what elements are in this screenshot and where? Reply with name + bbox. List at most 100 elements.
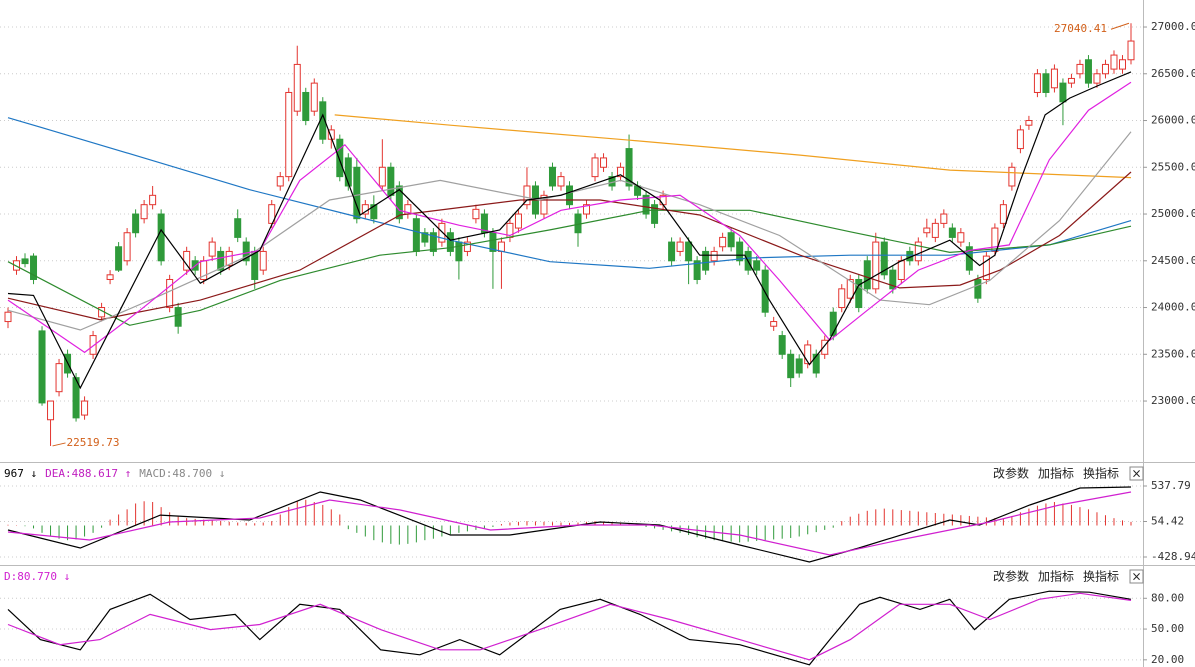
candle-body xyxy=(923,227,931,234)
indicator-line xyxy=(7,81,1132,354)
candle-body xyxy=(931,222,939,238)
panel-button[interactable]: 加指标 xyxy=(1038,569,1074,584)
candle-body xyxy=(412,218,420,252)
candle-body xyxy=(548,166,556,187)
close-button[interactable]: × xyxy=(1131,570,1141,584)
close-button-box[interactable] xyxy=(1129,569,1144,584)
candle-body xyxy=(1127,40,1135,61)
y-tick-label: 537.79 xyxy=(1151,479,1191,492)
y-tick-label: 26000.0 xyxy=(1151,114,1195,127)
candle-body xyxy=(242,241,250,262)
candle-body xyxy=(540,194,548,215)
candle-body xyxy=(753,260,761,271)
candle-body xyxy=(1093,73,1101,84)
candle-body xyxy=(702,250,710,271)
candle-body xyxy=(982,255,990,280)
candle-body xyxy=(344,157,352,187)
candle-body xyxy=(642,194,650,215)
candle-body xyxy=(600,157,608,168)
candle-body xyxy=(566,185,573,206)
indicator-line xyxy=(334,114,1132,179)
candle-body xyxy=(106,274,114,280)
candle-body xyxy=(378,166,386,187)
indicator-line xyxy=(7,171,1132,321)
panel-button[interactable]: 改参数 xyxy=(993,569,1029,584)
candle-body xyxy=(21,258,29,265)
candle-body xyxy=(838,288,846,309)
candle-body xyxy=(1033,73,1041,93)
candle-body xyxy=(38,330,46,404)
candle-body xyxy=(259,250,267,271)
candle-body xyxy=(166,278,174,309)
y-tick-label: 25500.0 xyxy=(1151,160,1195,173)
candle-body xyxy=(693,260,701,280)
candle-body xyxy=(208,241,216,257)
panel-button[interactable]: 改参数 xyxy=(993,466,1029,481)
candle-body xyxy=(47,400,55,421)
indicator-line xyxy=(7,491,1132,556)
candle-body xyxy=(353,166,361,220)
close-button-box[interactable] xyxy=(1129,466,1144,481)
candle-body xyxy=(1042,73,1050,93)
candle-body xyxy=(736,241,744,262)
candle-body xyxy=(1059,82,1067,103)
close-button[interactable]: × xyxy=(1131,467,1141,481)
candle-body xyxy=(1025,120,1033,126)
candle-body xyxy=(276,176,284,187)
candle-body xyxy=(778,335,786,355)
candle-body xyxy=(710,250,718,262)
indicator-line xyxy=(7,592,1132,661)
candle-body xyxy=(591,157,599,178)
candle-body xyxy=(940,213,948,224)
candle-body xyxy=(1084,59,1092,84)
candle-body xyxy=(872,241,880,290)
candle-body xyxy=(421,232,429,243)
panel-button[interactable]: 换指标 xyxy=(1083,569,1119,584)
candle-body xyxy=(370,204,378,220)
indicator-header: DEA:488.617 ↑ xyxy=(45,467,131,480)
candle-body xyxy=(217,250,225,271)
candle-body xyxy=(557,176,565,187)
candle-body xyxy=(225,250,233,266)
candle-body xyxy=(4,311,12,323)
candle-body xyxy=(1076,63,1084,75)
candle-body xyxy=(89,335,97,355)
candle-body xyxy=(965,246,973,271)
panel-button[interactable]: 换指标 xyxy=(1083,466,1119,481)
candle-body xyxy=(72,377,80,419)
candle-body xyxy=(1050,68,1058,89)
candle-body xyxy=(880,241,888,276)
candle-body xyxy=(1110,54,1118,70)
y-tick-label: 80.00 xyxy=(1151,591,1184,604)
y-tick-label: 23500.0 xyxy=(1151,347,1195,360)
candle-body xyxy=(685,241,693,262)
annotation-arrow xyxy=(52,442,66,447)
indicator-header: MACD:48.700 ↓ xyxy=(139,467,225,480)
candle-body xyxy=(523,185,531,206)
indicator-line xyxy=(7,117,1132,269)
candle-body xyxy=(497,241,505,252)
candle-body xyxy=(115,246,123,271)
candle-body xyxy=(727,232,735,248)
candle-body xyxy=(617,166,625,178)
candle-body xyxy=(999,204,1007,224)
candle-body xyxy=(668,241,676,262)
candle-body xyxy=(463,241,471,252)
indicator-line xyxy=(7,590,1132,666)
indicator-line xyxy=(7,71,1132,390)
candle-body xyxy=(846,278,854,299)
candle-body xyxy=(795,358,803,374)
candle-body xyxy=(821,339,829,355)
y-tick-label: 26500.0 xyxy=(1151,67,1195,80)
candle-body xyxy=(651,204,659,224)
candle-body xyxy=(676,241,684,252)
indicator-line xyxy=(7,131,1132,331)
panel-button[interactable]: 加指标 xyxy=(1038,466,1074,481)
candle-body xyxy=(863,260,871,290)
candle-body xyxy=(855,278,863,309)
indicator-header: D:80.770 ↓ xyxy=(4,570,70,583)
annotation: 22519.73 xyxy=(67,436,120,449)
candle-body xyxy=(446,232,454,252)
candle-body xyxy=(123,232,131,262)
candle-body xyxy=(174,307,182,327)
